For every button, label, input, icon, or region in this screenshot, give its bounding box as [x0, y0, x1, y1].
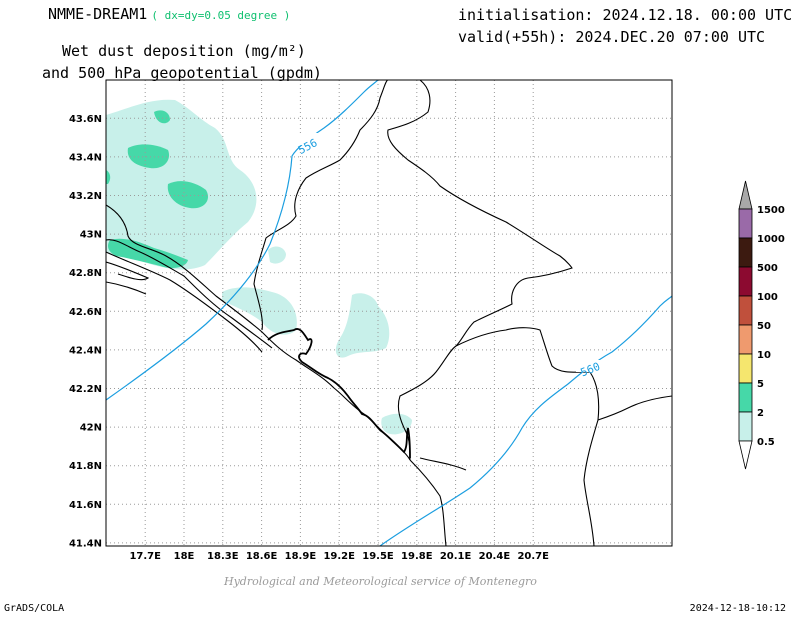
map-title-line1: Wet dust deposition (mg/m²)	[62, 42, 306, 60]
legend-level-label: 500	[757, 263, 778, 274]
map-title-line2: and 500 hPa geopotential (gpdm)	[42, 64, 322, 82]
lat-tick-label: 43.2N	[69, 191, 102, 202]
lon-tick-label: 19.2E	[323, 551, 355, 562]
lat-tick-label: 42.4N	[69, 345, 102, 356]
legend-level-label: 1000	[757, 234, 785, 245]
legend-level-label: 0.5	[757, 437, 775, 448]
contour-560-line	[379, 295, 672, 546]
legend-swatch	[738, 353, 753, 384]
lon-tick-label: 18E	[174, 551, 195, 562]
legend-level-label: 10	[757, 350, 771, 361]
legend-swatch	[738, 208, 753, 239]
lon-tick-label: 19.5E	[362, 551, 394, 562]
legend-level-label: 100	[757, 292, 778, 303]
legend-level-label: 2	[757, 408, 764, 419]
legend-swatch	[738, 237, 753, 268]
valid-time: valid(+55h): 2024.DEC.20 07:00 UTC	[458, 28, 766, 46]
lat-tick-label: 41.4N	[69, 538, 102, 549]
lon-tick-label: 18.3E	[207, 551, 239, 562]
map-frame	[105, 79, 673, 547]
lon-tick-label: 19.8E	[401, 551, 433, 562]
lon-tick-label: 18.6E	[246, 551, 278, 562]
legend-level-label: 50	[757, 321, 771, 332]
lon-tick-label: 20.4E	[479, 551, 511, 562]
lat-tick-label: 42.2N	[69, 384, 102, 395]
lat-tick-label: 41.8N	[69, 461, 102, 472]
geopotential-contours	[106, 80, 672, 546]
lon-tick-label: 20.1E	[440, 551, 472, 562]
generation-timestamp: 2024-12-18-10:12	[689, 603, 786, 614]
contour-556-line	[106, 80, 379, 401]
legend-swatch	[738, 266, 753, 297]
legend-level-label: 1500	[757, 205, 785, 216]
credit-line: Hydrological and Meteorological service …	[224, 575, 537, 588]
axis-tick-labels: 43.6N 43.4N 43.2N 43N 42.8N 42.6N 42.4N 42.2N 42…	[69, 114, 549, 562]
legend-level-label: 5	[757, 379, 764, 390]
lat-tick-label: 43N	[80, 230, 102, 241]
legend-swatch	[738, 411, 753, 442]
coast-detail	[267, 328, 411, 459]
legend-top-cap	[738, 180, 753, 210]
lat-tick-label: 42N	[80, 423, 102, 434]
lon-tick-label: 17.7E	[129, 551, 161, 562]
model-name: NMME-DREAM1( dx=dy=0.05 degree )	[48, 5, 291, 23]
lat-tick-label: 42.6N	[69, 307, 102, 318]
lon-tick-label: 20.7E	[517, 551, 549, 562]
legend-bottom-cap	[738, 440, 753, 470]
legend-swatch	[738, 324, 753, 355]
model-resolution: ( dx=dy=0.05 degree )	[151, 9, 291, 22]
map-grid	[106, 80, 672, 546]
lat-tick-label: 41.6N	[69, 500, 102, 511]
legend-swatch	[738, 382, 753, 413]
initialisation-time: initialisation: 2024.12.18. 00:00 UTC	[458, 6, 793, 24]
color-legend: 0.5 2 5 10 50 100 500 1000 1500	[738, 180, 785, 470]
legend-swatch	[738, 295, 753, 326]
software-label: GrADS/COLA	[4, 603, 65, 614]
lon-tick-label: 18.9E	[285, 551, 317, 562]
lat-tick-label: 43.4N	[69, 152, 102, 163]
lat-tick-label: 43.6N	[69, 114, 102, 125]
lat-tick-label: 42.8N	[69, 268, 102, 279]
